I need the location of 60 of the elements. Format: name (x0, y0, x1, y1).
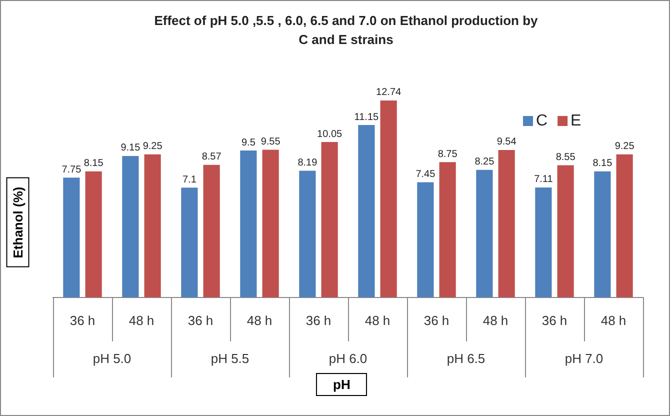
text: pH 6.5 (446, 350, 486, 366)
x-tick-label: 36 h (542, 312, 568, 328)
data-label: 8.55 (556, 152, 576, 163)
bar (498, 150, 515, 298)
text: pH 7.0 (564, 350, 604, 366)
bar (262, 150, 279, 298)
x-tick-label: 48 h (482, 312, 508, 328)
data-label: 11.15 (354, 112, 380, 123)
data-label: 9.25 (614, 141, 635, 152)
bar (63, 178, 80, 298)
bar (476, 170, 493, 298)
text: pH 5.0 (92, 350, 132, 366)
bar (203, 164, 220, 298)
data-label: 8.15 (592, 158, 613, 170)
bar (181, 188, 198, 298)
x-tick-label: 36 h (306, 312, 332, 328)
data-label: 8.25 (474, 156, 495, 168)
data-label: 9.54 (496, 136, 517, 148)
data-label: 8.15 (84, 158, 104, 170)
y-axis-title: Ethanol (%) (6, 178, 30, 268)
bar (122, 156, 139, 298)
data-label: 9.5 (241, 137, 256, 148)
bar (299, 170, 316, 298)
bar (439, 162, 456, 298)
legend-label: E (570, 112, 582, 130)
bar (380, 100, 397, 298)
bar (321, 142, 338, 298)
x-tick-label: 48 h (246, 312, 272, 328)
bar (240, 150, 257, 298)
legend-label: C (536, 112, 548, 130)
data-label: 8.75 (438, 148, 458, 160)
x-axis-title: pH (316, 373, 368, 396)
x-tick-label: 48 h (364, 312, 390, 328)
x-tick-label: 36 h (188, 312, 214, 328)
bar (144, 154, 161, 298)
data-label: 12.74 (376, 87, 402, 98)
x-tick-label: 36 h (70, 312, 96, 328)
bar (417, 182, 434, 298)
x-tick-label: 36 h (424, 312, 450, 328)
bar (594, 171, 611, 298)
data-label: 10.05 (317, 128, 343, 140)
bar (616, 154, 633, 298)
x-tick-label: 48 h (600, 312, 626, 328)
data-label: 9.15 (120, 142, 141, 154)
data-label: 7.11 (534, 174, 554, 186)
text: pH 5.5 (210, 350, 250, 366)
data-label: 9.55 (260, 136, 281, 148)
data-label: 7.45 (416, 168, 436, 180)
data-label: 9.25 (142, 141, 163, 152)
bar (535, 188, 552, 298)
bar (358, 125, 375, 298)
bar (557, 165, 574, 298)
chart-title: Effect of pH 5.0 ,5.5 , 6.0, 6.5 and 7.0 on Ethanol production by C and E strains (153, 12, 539, 49)
data-label: 8.57 (202, 152, 222, 163)
data-label: 7.75 (62, 164, 82, 176)
data-label: 8.19 (298, 158, 318, 169)
bar (85, 171, 102, 298)
data-label: 7.1 (182, 174, 197, 186)
x-tick-label: 48 h (128, 312, 154, 328)
text: pH 6.0 (328, 350, 368, 366)
